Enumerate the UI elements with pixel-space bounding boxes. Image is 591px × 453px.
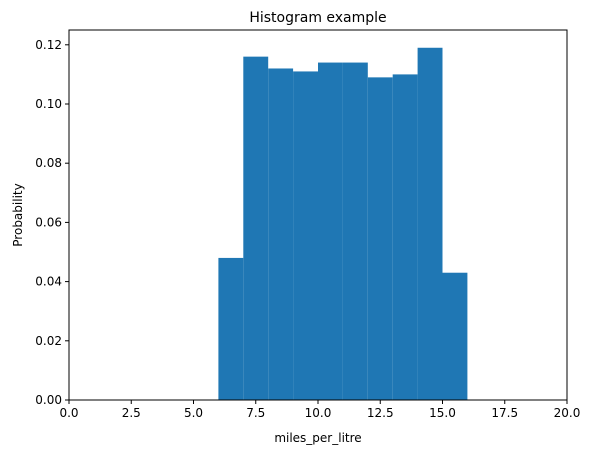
x-tick-label: 10.0 <box>305 406 332 420</box>
histogram-bar <box>243 56 269 400</box>
y-tick-label: 0.10 <box>35 97 62 111</box>
x-tick-label: 2.5 <box>122 406 141 420</box>
x-tick-label: 12.5 <box>367 406 394 420</box>
x-tick-label: 15.0 <box>429 406 456 420</box>
x-tick-label: 0.0 <box>59 406 78 420</box>
histogram-bar <box>392 74 418 401</box>
histogram-bar <box>293 71 318 400</box>
y-tick-label: 0.04 <box>35 275 62 289</box>
histogram-bar <box>268 68 294 400</box>
y-tick-label: 0.00 <box>35 393 62 407</box>
x-tick-label: 20.0 <box>554 406 581 420</box>
x-axis-label: miles_per_litre <box>274 431 361 445</box>
y-tick-label: 0.06 <box>35 215 62 229</box>
histogram-bar <box>417 47 443 400</box>
x-tick-label: 5.0 <box>184 406 203 420</box>
histogram-bar <box>442 272 468 400</box>
chart-title: Histogram example <box>249 10 386 26</box>
x-tick-label: 7.5 <box>246 406 265 420</box>
y-tick-label: 0.02 <box>35 334 62 348</box>
histogram-bar <box>318 62 343 401</box>
histogram-bar <box>218 257 244 400</box>
y-axis-label: Probability <box>11 183 25 246</box>
histogram-bars <box>218 47 468 401</box>
x-axis: 0.0 2.5 5.0 7.5 10.0 12.5 15.0 17.5 20.0 <box>59 400 580 420</box>
histogram-bar <box>342 62 368 401</box>
y-tick-label: 0.08 <box>35 156 62 170</box>
x-tick-label: 17.5 <box>491 406 518 420</box>
y-axis: 0.00 0.02 0.04 0.06 0.08 0.10 0.12 <box>35 38 69 407</box>
histogram-bar <box>367 77 393 401</box>
y-tick-label: 0.12 <box>35 38 62 52</box>
